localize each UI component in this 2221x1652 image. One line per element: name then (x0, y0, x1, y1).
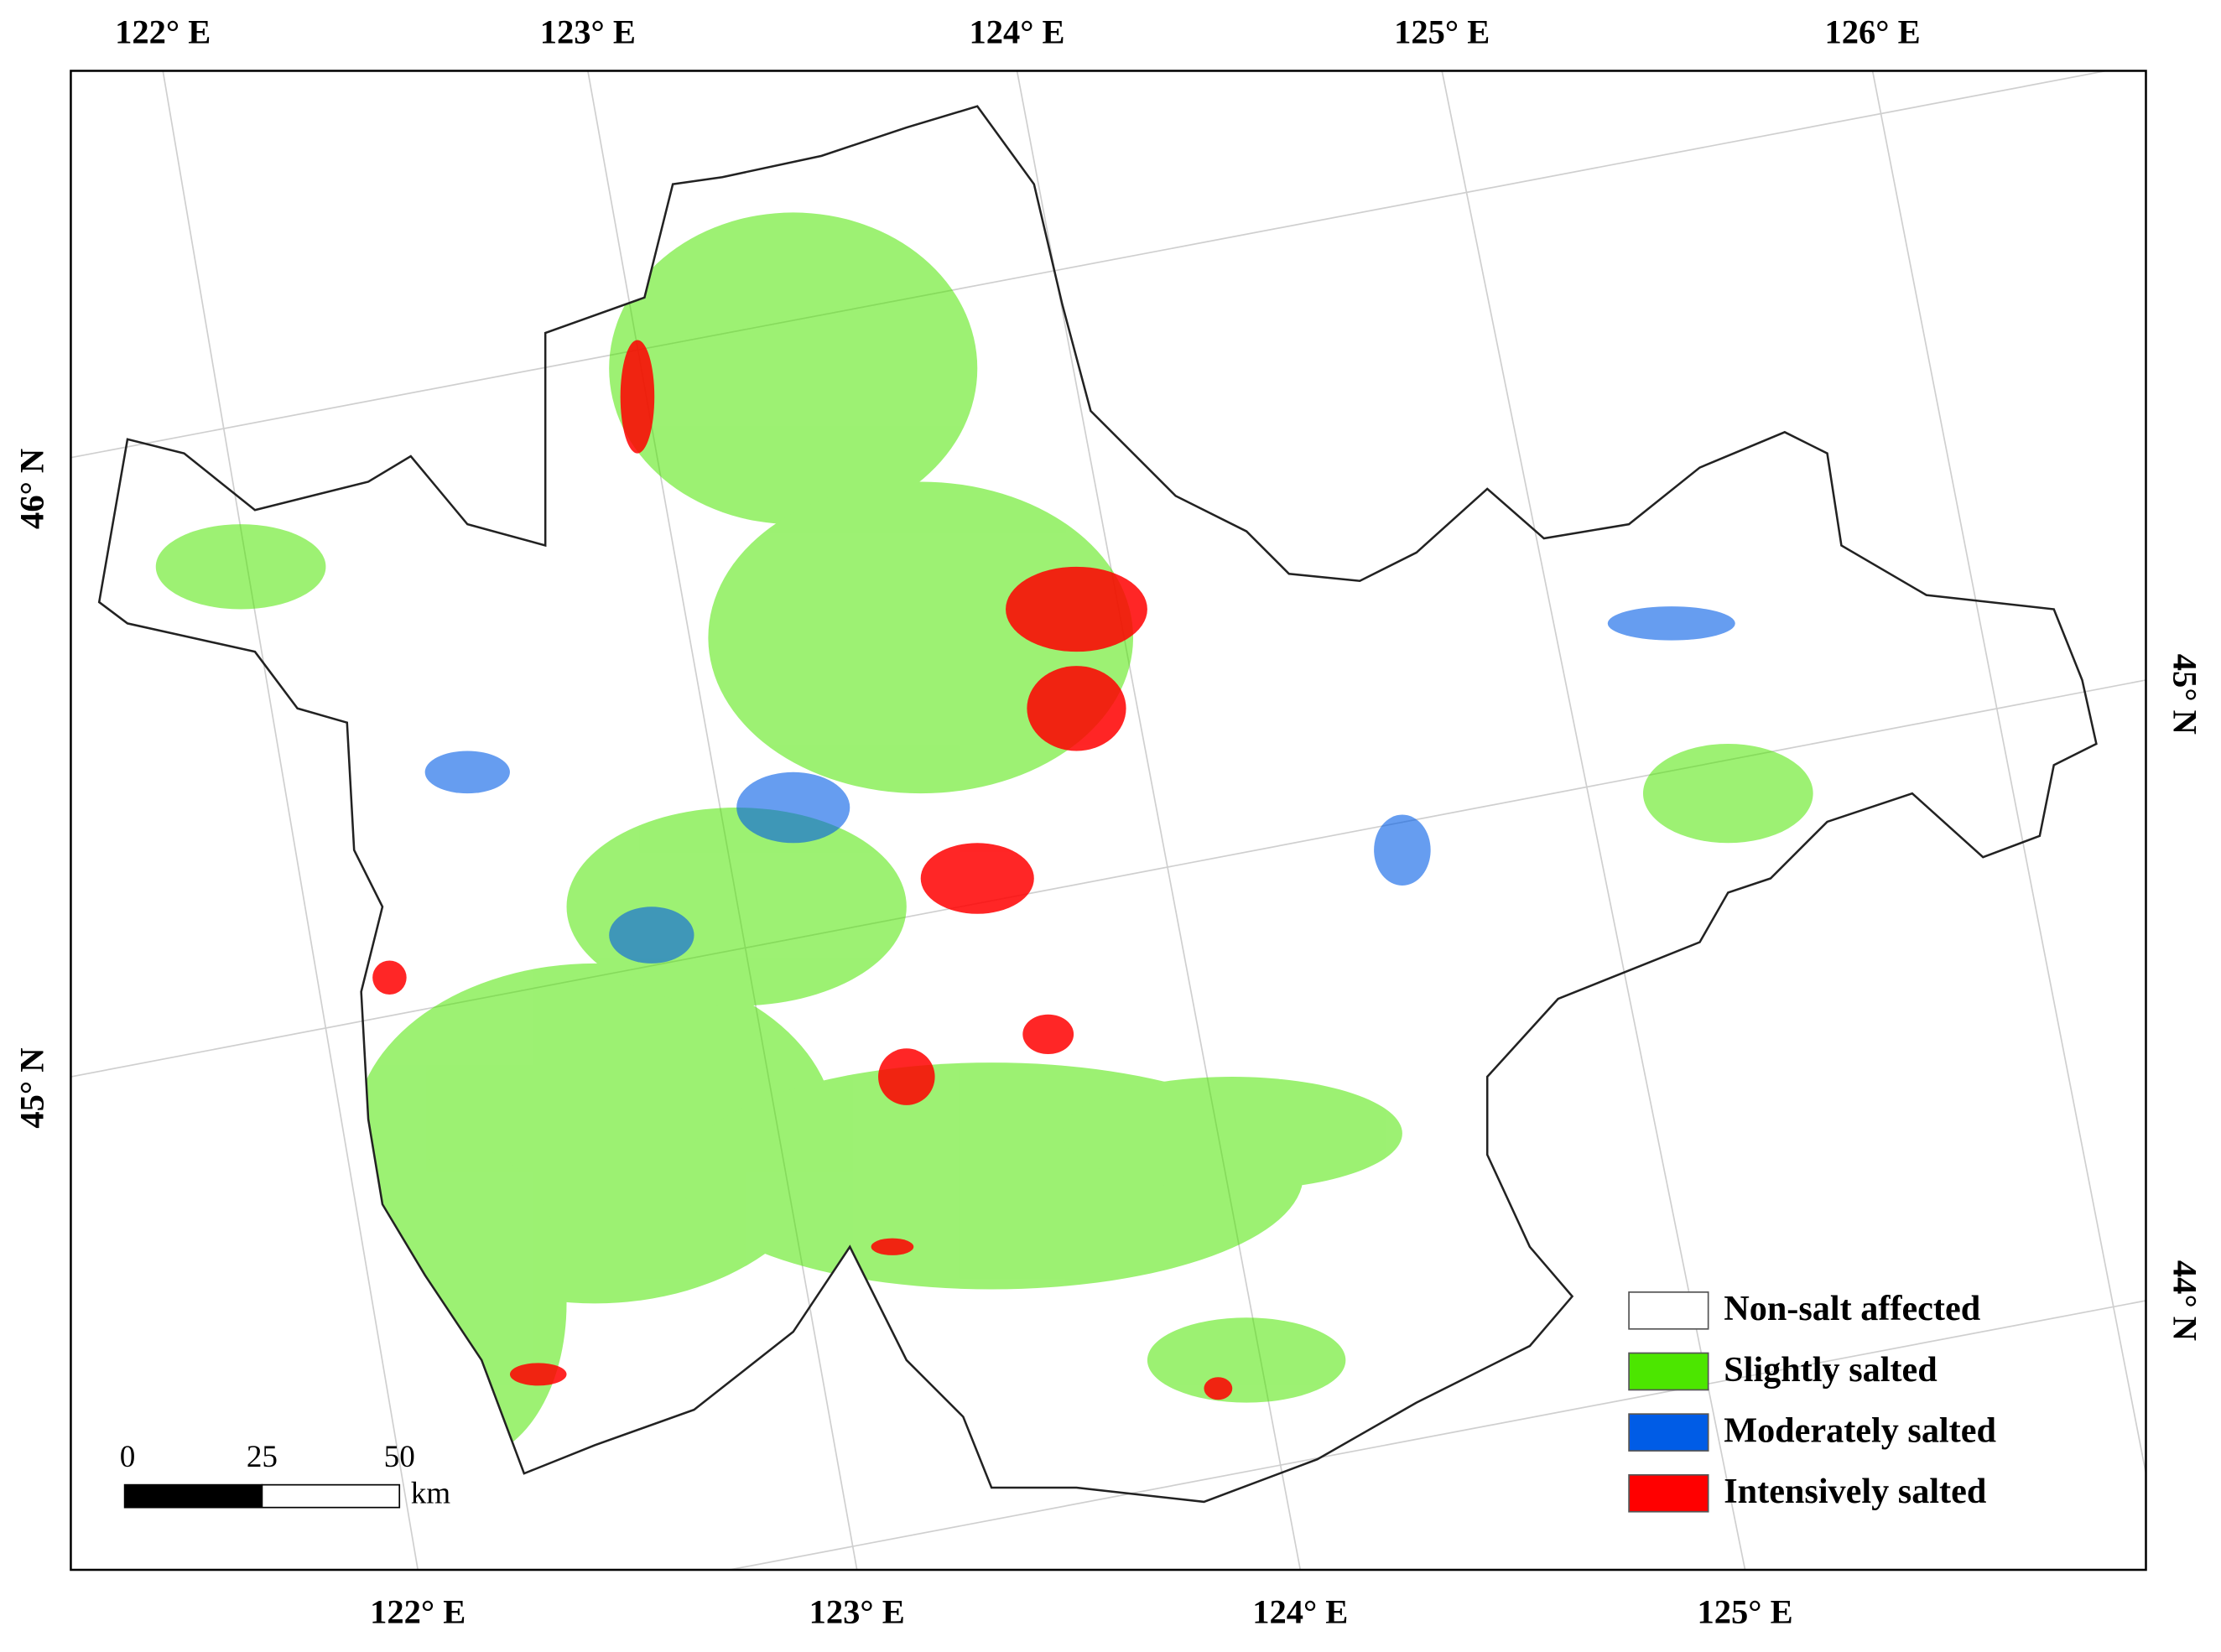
map-frame (70, 70, 2147, 1571)
left-latitude-label: 46° N (13, 449, 51, 529)
coordinate-labels: 122° E 123° E 124° E 125° E 126° E 122° E 123°… (13, 13, 2204, 1631)
right-latitude-label: 44° N (2166, 1260, 2203, 1341)
scale-bar-unit: km (411, 1477, 451, 1511)
scale-bar-white (261, 1483, 401, 1509)
scale-bar-label: 25 (247, 1440, 278, 1474)
legend-swatch (1628, 1473, 1709, 1513)
legend-swatch (1628, 1413, 1709, 1452)
salinity-raster (155, 212, 1813, 1460)
left-latitude-label: 45° N (13, 1047, 51, 1128)
region-boundary (97, 105, 2098, 1504)
bottom-longitude-label: 125° E (1698, 1592, 1793, 1630)
legend-swatch (1628, 1291, 1709, 1330)
top-longitude-label: 125° E (1394, 13, 1490, 51)
scale-bar-label: 0 (120, 1440, 136, 1474)
top-longitude-label: 123° E (540, 13, 636, 51)
legend-label: Moderately salted (1724, 1410, 1996, 1450)
top-longitude-label: 122° E (115, 13, 211, 51)
top-longitude-label: 126° E (1825, 13, 1921, 51)
bottom-longitude-label: 124° E (1252, 1592, 1348, 1630)
legend: Non-salt affected Slightly salted Moderate… (1628, 1289, 1996, 1513)
legend-label: Intensively salted (1724, 1472, 1986, 1511)
legend-label: Non-salt affected (1724, 1289, 1980, 1328)
bottom-longitude-label: 122° E (370, 1592, 466, 1630)
scale-bar-black (123, 1483, 263, 1509)
top-longitude-label: 124° E (969, 13, 1064, 51)
right-latitude-label: 45° N (2166, 654, 2203, 735)
legend-swatch (1628, 1352, 1709, 1391)
scale-bar-label: 50 (384, 1440, 415, 1474)
bottom-longitude-label: 123° E (809, 1592, 905, 1630)
legend-label: Slightly salted (1724, 1350, 1937, 1390)
